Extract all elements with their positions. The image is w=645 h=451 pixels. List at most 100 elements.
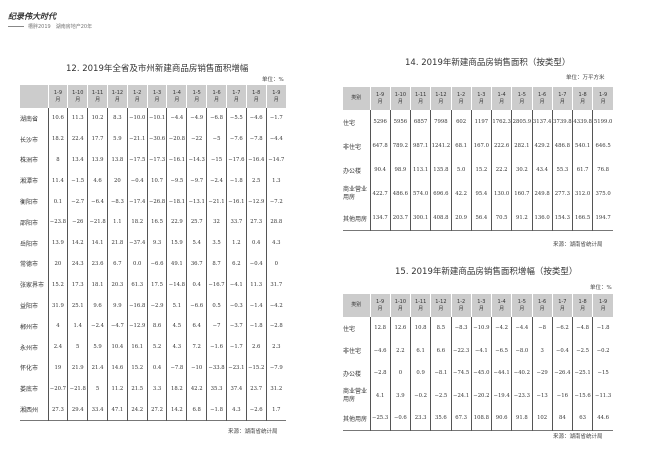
header-subtitle-text: 槽胖2019 湖南房地产20年: [28, 24, 93, 30]
table-cell: −0.2: [592, 339, 613, 362]
table-cell: −24.1: [450, 384, 472, 407]
table-cell: −25.3: [369, 407, 391, 430]
table-cell: 1.3: [265, 170, 286, 192]
column-header: 1-10 月: [389, 87, 411, 110]
table-cell: 7.2: [186, 336, 207, 358]
table-cell: −6.2: [551, 317, 573, 340]
column-header: 1-8 月: [571, 294, 593, 317]
table-cell: −37.4: [126, 232, 148, 254]
table-cell: −1.8: [206, 399, 227, 421]
table-cell: −8: [531, 317, 553, 340]
table-cell: −6.8: [206, 108, 227, 129]
table-row: 常德市 20 24.3 23.6 6.7 0.0 −6.6 49.1 36.7 8.7 6.2 −0.…: [20, 253, 286, 275]
table-cell: −22.3: [450, 339, 472, 362]
table-cell: 540.1: [571, 134, 593, 158]
row-label: 怀化市: [20, 365, 39, 373]
table-cell: 1.2: [225, 232, 247, 254]
table-cell: −6.5: [490, 339, 512, 362]
table12-source: 来源：湖南省统计局: [228, 429, 278, 435]
table-cell: 108.8: [470, 407, 492, 430]
table-row: 非住宅 −4.6 2.2 6.1 6.6 −22.3 −4.1 −6.5 −8.0 3 −0.4 −2…: [343, 339, 613, 362]
table-cell: 35.3: [206, 378, 227, 400]
row-label: 其他用房: [343, 215, 368, 223]
table-cell: −0.4: [551, 339, 573, 362]
table-cell: 1.7: [265, 399, 286, 421]
table-cell: 375.0: [592, 182, 613, 206]
table-cell: −14.8: [166, 274, 187, 296]
table-cell: 5296: [369, 110, 391, 134]
table-cell: 135.8: [430, 158, 451, 182]
column-header: 1-9 月: [265, 85, 286, 108]
table-cell: 429.2: [531, 134, 553, 158]
table-cell: 15.2: [126, 357, 148, 379]
table15-unit: 单位：%: [590, 285, 612, 291]
column-header: 1-9 月: [47, 85, 68, 108]
table-cell: −19.4: [490, 384, 512, 407]
table-cell: 2.2: [389, 339, 411, 362]
row-label: 郴州市: [20, 323, 39, 331]
row-label: 衡阳市: [20, 199, 39, 207]
table-cell: 56.4: [470, 206, 492, 231]
table-cell: 42.2: [186, 378, 207, 400]
table-cell: −44.1: [490, 362, 512, 385]
column-header: 1-7 月: [551, 87, 573, 110]
table-cell: 31.2: [265, 378, 286, 400]
table-cell: −45.0: [470, 362, 492, 385]
table-cell: 32: [206, 211, 227, 233]
table-cell: −13.1: [186, 191, 207, 212]
table-row: 邵阳市 −23.8 −26 −21.8 1.1 18.2 16.5 22.9 25.7 32 33.…: [20, 211, 286, 233]
table-cell: 167.0: [470, 134, 492, 158]
table-cell: 3137.4: [531, 110, 553, 134]
table-cell: 6857: [409, 110, 431, 134]
table-cell: 27.3: [245, 211, 267, 233]
table-cell: −17.4: [126, 191, 148, 212]
table-cell: 12.8: [369, 317, 391, 340]
table-cell: −16: [551, 384, 573, 407]
table-cell: 2.4: [47, 336, 68, 358]
table-cell: 13.9: [87, 149, 108, 171]
table-cell: 8.6: [146, 315, 167, 337]
table-cell: −6.6: [146, 253, 167, 275]
table-cell: 37.4: [225, 378, 247, 400]
table-cell: 22.2: [490, 158, 512, 182]
table-cell: 987.1: [409, 134, 431, 158]
table-cell: 67.3: [450, 407, 472, 430]
table-cell: 4.3: [225, 399, 247, 421]
table-cell: −4.8: [571, 317, 593, 340]
table-cell: 17.5: [146, 274, 167, 296]
column-header: 1-12 月: [106, 85, 128, 108]
table-cell: 14.1: [87, 232, 108, 254]
table-cell: 5.4: [186, 232, 207, 254]
table-cell: −16.8: [126, 295, 148, 316]
table-cell: 6.7: [106, 253, 128, 275]
row-label: 非住宅: [343, 348, 362, 356]
table-cell: 10.4: [106, 336, 128, 358]
table-cell: −74.5: [450, 362, 472, 385]
table-cell: 91.8: [511, 407, 532, 430]
table-cell: 30.2: [511, 158, 532, 182]
table-cell: 91.2: [511, 206, 532, 231]
table-cell: 0: [389, 362, 411, 385]
table-cell: 194.7: [592, 206, 613, 231]
table-cell: 20: [106, 170, 128, 192]
table-cell: 154.3: [551, 206, 573, 231]
table-header-row: 类别 1-9 月 1-10 月 1-11 月 1-12 月 1-2 月 1-3 月 1-4 月…: [343, 294, 613, 317]
table-cell: −5.5: [225, 108, 247, 129]
table-cell: 602: [450, 110, 472, 134]
table-cell: 21.5: [126, 378, 148, 400]
table-cell: −12.9: [126, 315, 148, 337]
table-cell: −10.0: [126, 108, 148, 129]
table-cell: 20.9: [450, 206, 472, 231]
table-cell: 0.4: [186, 274, 207, 296]
table-cell: 486.6: [389, 182, 411, 206]
table-cell: 4.5: [166, 315, 187, 337]
table-row: 怀化市 19 21.9 21.4 14.6 15.2 0.4 −7.8 −10 −33.8 −23.…: [20, 357, 286, 379]
table-cell: −4.9: [186, 108, 207, 129]
table-cell: 35.6: [430, 407, 451, 430]
table-row: 其他用房 −25.3 −0.6 23.3 35.6 67.3 108.8 90.6 91.8 10…: [343, 407, 613, 430]
table-cell: 12.6: [389, 317, 411, 340]
table-row: 办公楼 −2.8 0 0.9 −8.1 −74.5 −45.0 −44.1 −40.2 −29 −2…: [343, 362, 613, 385]
table-cell: 10.6: [47, 108, 68, 129]
column-header: 1-2 月: [450, 87, 472, 110]
table-cell: 63: [571, 407, 593, 430]
